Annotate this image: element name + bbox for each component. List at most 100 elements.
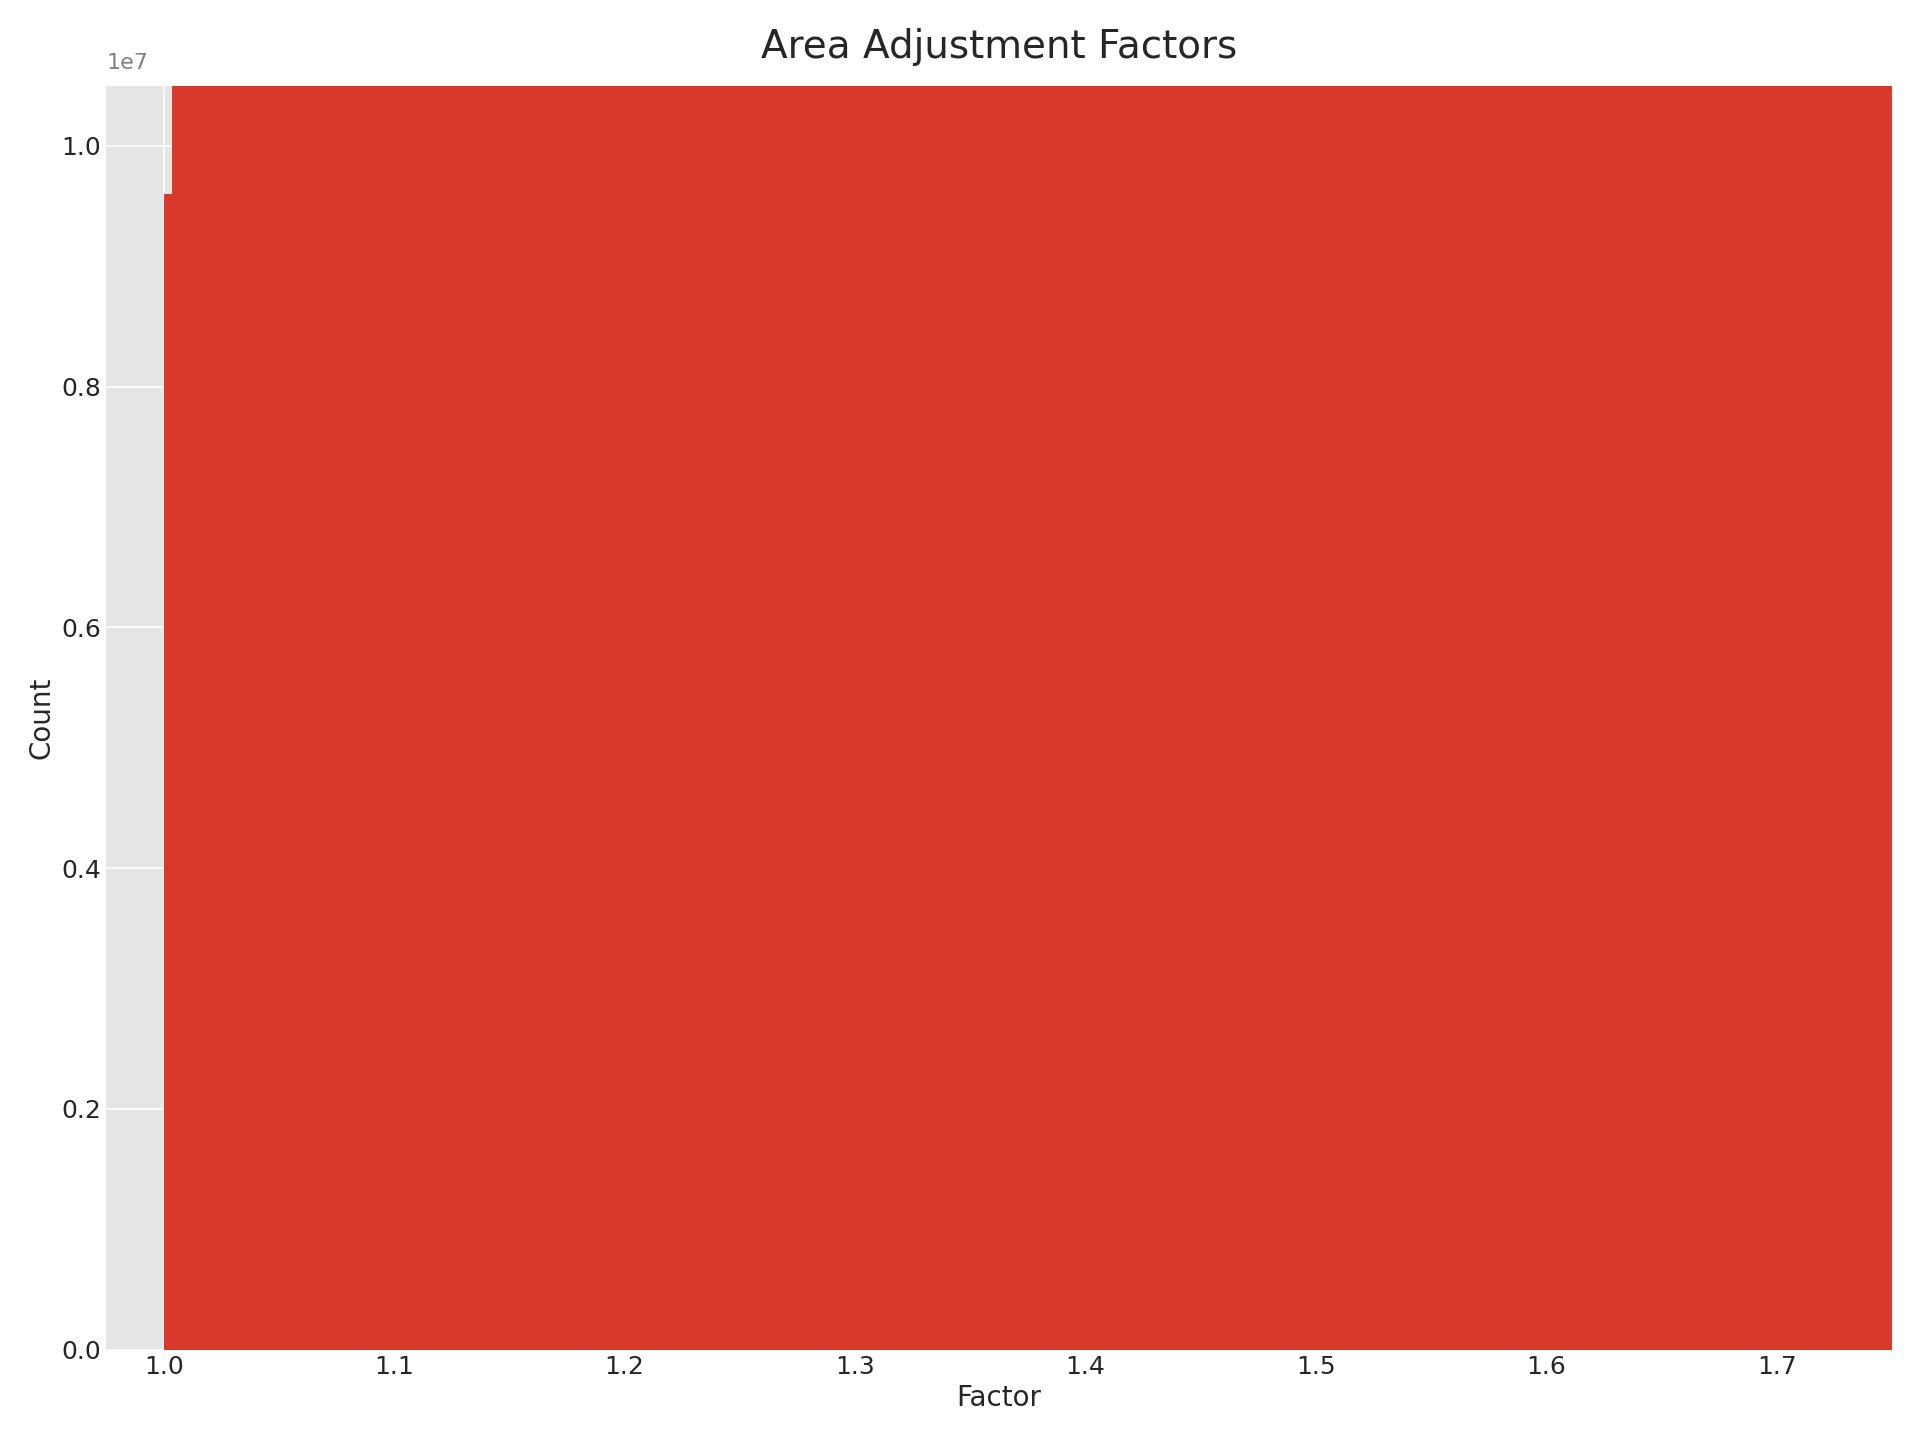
Bar [1667,0,1676,1349]
Bar [1321,0,1331,1349]
Bar [1148,0,1158,1349]
Bar [207,0,215,1349]
Bar [837,0,847,1349]
Bar [1002,0,1010,1349]
Bar [1521,0,1528,1349]
Bar [1642,0,1649,1349]
Bar [778,0,785,1349]
Bar [526,0,536,1349]
Bar [1106,0,1114,1349]
Bar [760,0,768,1349]
Bar [1227,0,1235,1349]
Bar [1486,0,1494,1349]
Bar [899,0,906,1349]
Bar [1020,0,1027,1349]
Bar [1711,0,1720,1349]
Bar [1192,0,1200,1349]
Bar [474,0,484,1349]
Bar [259,0,267,1349]
Bar [1555,0,1563,1349]
Bar [570,0,578,1349]
Bar [743,0,751,1349]
Bar [1494,0,1503,1349]
Bar [1365,0,1373,1349]
Bar [1096,0,1106,1349]
Bar [492,0,501,1349]
Bar [1417,0,1425,1349]
Bar [657,0,664,1349]
Bar [1071,0,1079,1349]
Bar [1763,0,1772,1349]
Bar [1382,0,1390,1349]
Bar [1123,0,1131,1349]
Bar [1546,0,1555,1349]
Bar [1062,0,1071,1349]
Bar [1572,0,1580,1349]
Bar [1400,0,1407,1349]
Bar [1849,0,1859,1349]
Bar [1269,0,1279,1349]
Bar [536,0,543,1349]
Bar [795,0,803,1349]
Bar [820,0,829,1349]
Bar [1313,0,1321,1349]
Bar [432,0,440,1349]
Bar [691,0,699,1349]
Bar [267,0,276,1349]
Bar [301,0,311,1349]
Bar [250,0,259,1349]
Bar [726,0,733,1349]
Bar [1738,0,1745,1349]
Bar [553,0,561,1349]
Bar [1010,0,1020,1349]
Bar [467,0,474,1349]
Bar [1503,0,1511,1349]
Bar [561,0,570,1349]
Bar [215,0,225,1349]
Bar [336,0,346,1349]
Bar [284,0,294,1349]
Bar [664,0,674,1349]
Bar [1511,0,1521,1349]
Bar [1772,0,1780,1349]
Bar [276,0,284,1349]
Bar [509,0,518,1349]
Bar [1590,0,1597,1349]
Bar [1866,0,1876,1349]
Bar [501,0,509,1349]
Y-axis label: Count: Count [27,677,56,759]
Bar [1200,0,1210,1349]
Bar [751,0,760,1349]
Bar [1459,0,1469,1349]
Bar [1807,0,1814,1349]
Bar [889,0,899,1349]
Bar [1183,0,1192,1349]
Bar [612,0,622,1349]
Bar [1054,0,1062,1349]
Bar [1745,0,1755,1349]
Bar [1279,0,1286,1349]
Bar [829,0,837,1349]
Bar [1452,0,1459,1349]
Bar [1079,0,1089,1349]
Bar [975,0,985,1349]
Bar [422,0,432,1349]
Bar [639,0,647,1349]
Bar [1659,0,1667,1349]
Bar [1131,0,1140,1349]
Bar [440,0,449,1349]
Bar [812,0,820,1349]
Bar [1676,0,1684,1349]
Bar [1538,0,1546,1349]
Bar [847,0,854,1349]
Bar [682,0,691,1349]
Bar [363,0,371,1349]
Bar [543,0,553,1349]
Bar [163,194,173,1349]
Bar [518,0,526,1349]
Bar [993,0,1002,1349]
Bar [941,0,950,1349]
Bar [1789,0,1797,1349]
Bar [388,0,397,1349]
Bar [605,0,612,1349]
